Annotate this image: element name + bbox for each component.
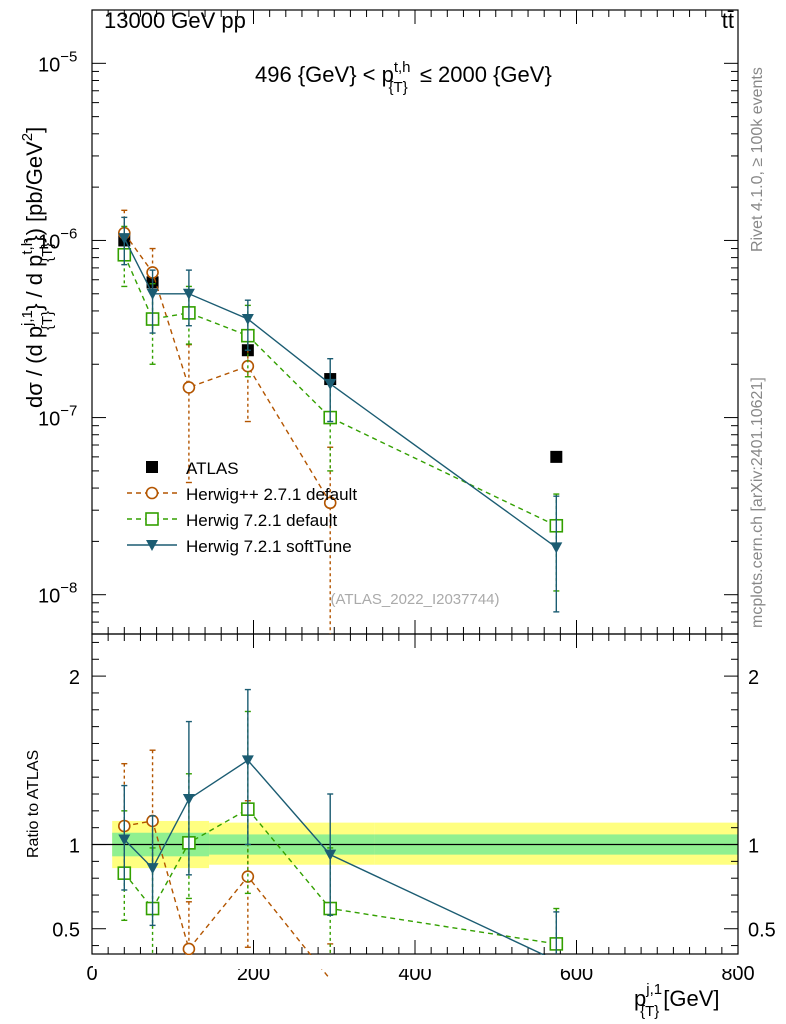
ratio-line — [124, 820, 331, 980]
ratio-series-2 — [118, 688, 560, 962]
legend-item: Herwig 7.2.1 softTune — [127, 537, 352, 556]
y-tick-label: 10−6 — [38, 225, 77, 253]
ratio-y-tick-label-right: 0.5 — [748, 920, 776, 942]
header-right: tt̄ — [722, 8, 734, 33]
ratio-y-tick-label: 1 — [69, 836, 80, 858]
ratio-point — [182, 942, 196, 956]
legend-marker — [145, 486, 159, 500]
legend-label: Herwig 7.2.1 softTune — [186, 537, 352, 556]
series-1 — [118, 209, 337, 634]
legend-label: Herwig 7.2.1 default — [186, 511, 337, 530]
data-marks — [117, 209, 564, 634]
point-atlas — [550, 450, 563, 463]
legend-marker — [146, 540, 158, 551]
x-tick-label: 0 — [86, 963, 97, 985]
legend-label: Herwig++ 2.7.1 default — [186, 485, 357, 504]
y-tick-label: 10−8 — [38, 580, 77, 608]
point-herwig-7-2-1-softtune — [550, 542, 563, 554]
series-line — [123, 237, 557, 548]
ratio-point — [146, 863, 159, 875]
point-herwig-2-7-1-default — [182, 381, 196, 394]
ratio-point — [241, 755, 254, 767]
rivet-label: Rivet 4.1.0, ≥ 100k events — [749, 67, 766, 252]
ratio-y-tick-label: 0.5 — [52, 920, 80, 942]
plot-title: 496 {GeV} < pt,h {T} ≤ 2000 {GeV} — [255, 59, 552, 96]
analysis-watermark: (ATLAS_2022_I2037744) — [330, 591, 499, 608]
series-3 — [118, 216, 563, 613]
point-herwig-7-2-1-softtune — [146, 288, 159, 300]
legend-marker — [145, 512, 159, 526]
series-line — [123, 254, 557, 527]
point-herwig-7-2-1-softtune — [324, 378, 337, 390]
ratio-bands — [92, 820, 738, 869]
mcplots-label: mcplots.cern.ch [arXiv:2401.10621] — [749, 377, 766, 628]
y-axis-label: dσ / (d pj,1 {T}} / d pt,h {T}}) [pb/GeV2] — [19, 127, 56, 408]
legend-item: Herwig++ 2.7.1 default — [127, 485, 357, 504]
legend-label: ATLAS — [186, 459, 239, 478]
ratio-clip-mask — [93, 955, 737, 969]
header-left: 13000 GeV pp — [104, 8, 246, 33]
y-tick-label: 10−7 — [38, 403, 77, 431]
ratio-point — [182, 794, 195, 806]
ratio-y-tick-label-right: 2 — [748, 667, 759, 689]
ratio-y-tick-label: 2 — [69, 667, 80, 689]
point-herwig-2-7-1-default — [323, 496, 337, 510]
x-axis-label: pj,1 {T}[GeV] — [634, 981, 720, 1020]
ratio-point — [324, 849, 337, 861]
legend-marker — [146, 461, 158, 473]
ratio-marks — [93, 688, 737, 980]
legend-item: ATLAS — [146, 459, 239, 478]
series-0 — [118, 234, 563, 463]
point-herwig-7-2-1-softtune — [241, 314, 254, 326]
point-herwig-7-2-1-softtune — [182, 288, 195, 300]
y-tick-label: 10−5 — [38, 48, 77, 76]
ratio-point — [118, 834, 131, 846]
legend: ATLAS Herwig++ 2.7.1 default Herwig 7.2.1 … — [127, 459, 357, 556]
legend-item: Herwig 7.2.1 default — [127, 511, 337, 530]
point-herwig-7-2-1-softtune — [118, 233, 131, 245]
ratio-y-label: Ratio to ATLAS — [25, 750, 42, 858]
ratio-y-tick-label-right: 1 — [748, 836, 759, 858]
